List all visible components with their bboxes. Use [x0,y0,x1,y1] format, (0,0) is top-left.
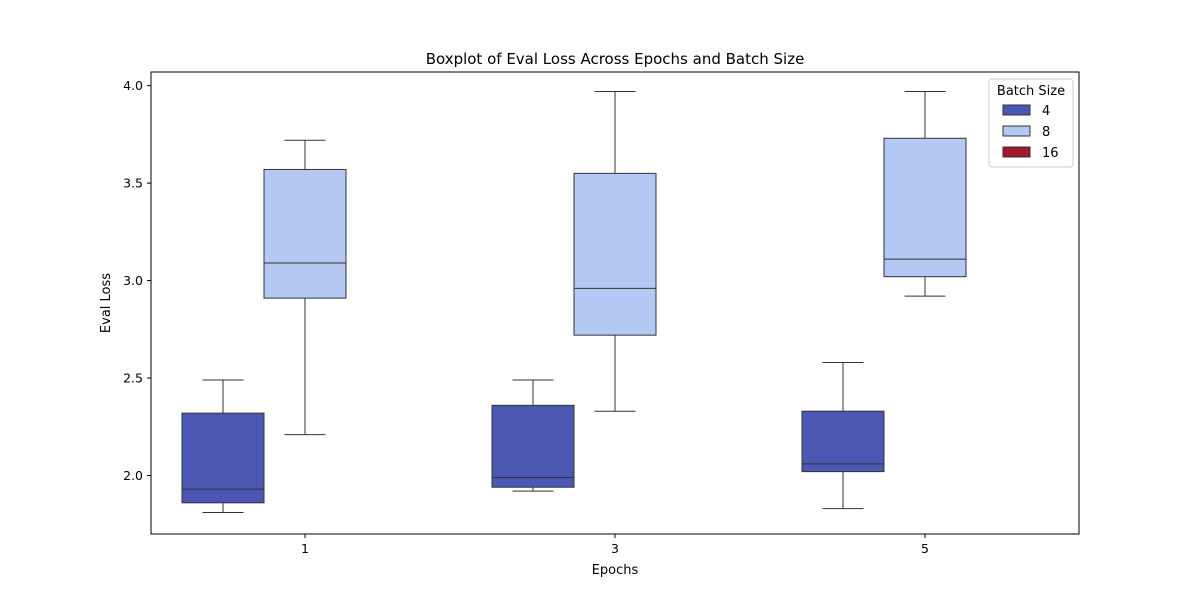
plot-area: 2.0 2.5 3.0 3.5 4.0 1 3 5 [123,71,1080,556]
box-iqr [883,137,967,278]
box-8-epoch-3 [573,90,657,412]
box-4-epoch-1 [181,379,265,514]
legend-label-4: 4 [1042,104,1050,119]
x-tick-label: 3 [611,541,619,556]
legend-title: Batch Size [997,84,1065,99]
box-iqr [801,410,885,473]
legend-swatch-16 [1002,146,1031,158]
chart-title: Boxplot of Eval Loss Across Epochs and B… [426,50,805,68]
box-8-epoch-1 [263,139,347,436]
box-iqr [263,168,347,299]
box-iqr [573,172,657,336]
box-iqr [491,404,575,488]
legend-swatch-4 [1002,104,1031,116]
y-tick-label: 2.5 [123,371,143,386]
legend-label-16: 16 [1042,146,1059,161]
y-tick-label: 4.0 [123,78,143,93]
x-tick-label: 5 [921,541,929,556]
box-8-epoch-5 [883,90,967,297]
box-iqr [181,412,265,504]
y-tick-label: 2.0 [123,468,143,483]
legend: Batch Size 4 8 16 [988,78,1074,168]
legend-swatch-8 [1002,125,1031,137]
legend-label-8: 8 [1042,125,1050,140]
x-axis-label: Epochs [592,563,639,578]
box-4-epoch-5 [801,361,885,510]
y-tick-label: 3.5 [123,176,143,191]
y-tick-label: 3.0 [123,273,143,288]
x-tick-label: 1 [301,541,309,556]
box-4-epoch-3 [491,379,575,492]
legend-box [988,78,1074,168]
y-axis-label: Eval Loss [99,273,114,333]
